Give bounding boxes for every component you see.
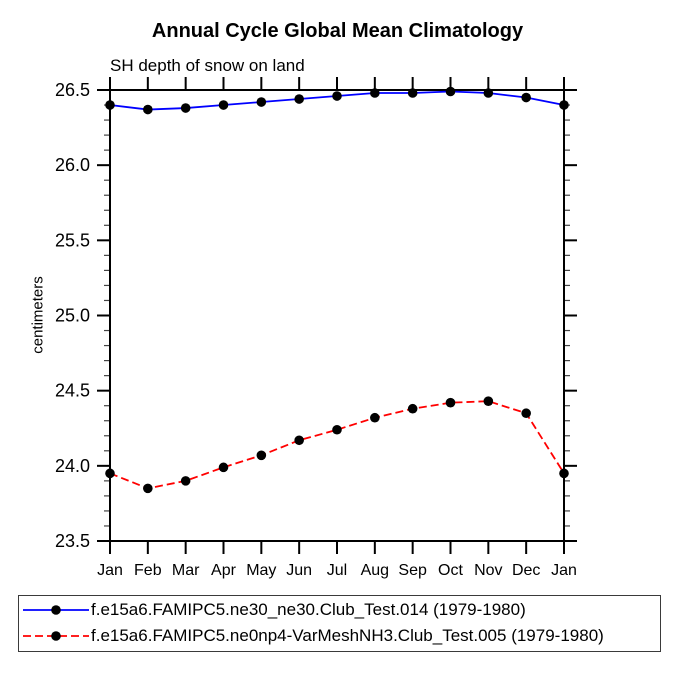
plot-canvas: 23.5 24.0 24.5 25.0 25.5 26.0 26.5 Jan Feb Mar Apr… xyxy=(55,77,577,579)
svg-text:Aug: Aug xyxy=(361,562,389,579)
svg-text:Jan: Jan xyxy=(97,562,123,579)
svg-text:Apr: Apr xyxy=(211,562,237,579)
svg-text:Jun: Jun xyxy=(286,562,312,579)
svg-text:26.5: 26.5 xyxy=(55,80,90,100)
svg-text:Jul: Jul xyxy=(327,562,347,579)
legend-label-series-1: f.e15a6.FAMIPC5.ne30_ne30.Club_Test.014 … xyxy=(91,600,526,619)
legend-line-sample-solid xyxy=(23,605,89,615)
svg-text:Sep: Sep xyxy=(398,562,427,579)
series-1 xyxy=(105,86,569,115)
svg-text:24.5: 24.5 xyxy=(55,381,90,401)
svg-text:24.0: 24.0 xyxy=(55,456,90,476)
axis-ticks xyxy=(97,77,577,554)
svg-text:Feb: Feb xyxy=(134,562,162,579)
chart-title: Annual Cycle Global Mean Climatology xyxy=(151,20,524,42)
chart-subtitle: SH depth of snow on land xyxy=(110,56,305,75)
svg-text:26.0: 26.0 xyxy=(55,155,90,175)
legend-item-series-1: f.e15a6.FAMIPC5.ne30_ne30.Club_Test.014 … xyxy=(23,597,660,623)
svg-text:Jan: Jan xyxy=(551,562,577,579)
x-tick-labels: Jan Feb Mar Apr May Jun Jul Aug Sep Oct Nov Dec Jan xyxy=(97,562,577,579)
svg-text:25.0: 25.0 xyxy=(55,306,90,326)
legend-box: f.e15a6.FAMIPC5.ne30_ne30.Club_Test.014 … xyxy=(18,595,661,652)
legend-label-series-2: f.e15a6.FAMIPC5.ne0np4-VarMeshNH3.Club_T… xyxy=(91,626,604,645)
svg-text:Mar: Mar xyxy=(172,562,200,579)
svg-text:Dec: Dec xyxy=(512,562,540,579)
svg-text:Nov: Nov xyxy=(474,562,502,579)
svg-text:23.5: 23.5 xyxy=(55,531,90,551)
svg-text:Oct: Oct xyxy=(438,562,463,579)
series-2 xyxy=(105,396,569,494)
legend-item-series-2: f.e15a6.FAMIPC5.ne0np4-VarMeshNH3.Club_T… xyxy=(23,623,660,649)
svg-text:25.5: 25.5 xyxy=(55,230,90,250)
legend-line-sample-dashed xyxy=(23,631,89,641)
axis-frame xyxy=(109,89,565,542)
y-tick-labels: 23.5 24.0 24.5 25.0 25.5 26.0 26.5 xyxy=(55,80,90,551)
svg-text:May: May xyxy=(246,562,276,579)
